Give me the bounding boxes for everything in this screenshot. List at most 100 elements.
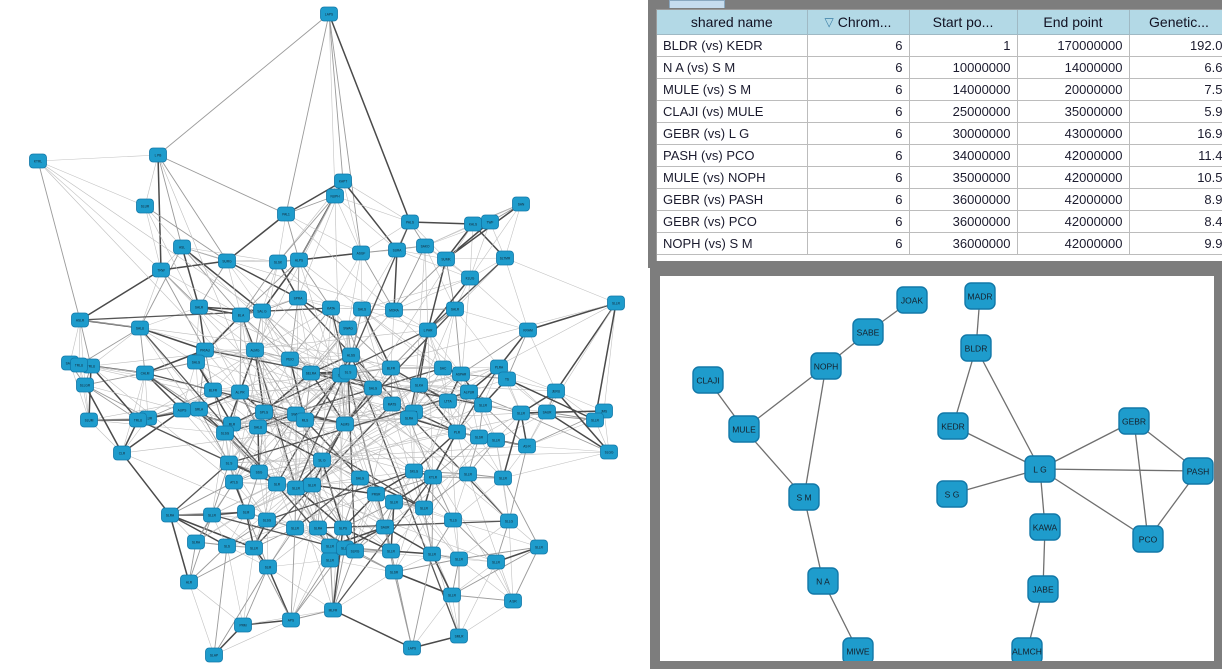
network-node-shape[interactable]: [326, 188, 344, 204]
network-node-shape[interactable]: [385, 494, 403, 510]
network-edge[interactable]: [445, 257, 506, 260]
network-edge[interactable]: [160, 269, 242, 316]
network-node[interactable]: SALG: [187, 354, 205, 370]
network-edge[interactable]: [263, 411, 425, 509]
network-node-shape[interactable]: [152, 262, 170, 278]
network-edge[interactable]: [254, 349, 344, 529]
network-edge[interactable]: [334, 195, 362, 254]
network-node-shape[interactable]: [382, 360, 400, 376]
network-edge[interactable]: [266, 519, 269, 568]
network-node[interactable]: KAWA: [1029, 513, 1061, 541]
network-node-shape[interactable]: [530, 539, 548, 555]
network-node[interactable]: SLM: [237, 504, 255, 520]
cell-end_point[interactable]: 170000000: [1017, 34, 1130, 57]
network-node[interactable]: PRM: [234, 617, 252, 633]
network-edge[interactable]: [1039, 420, 1135, 470]
network-node[interactable]: SAUR: [538, 404, 556, 420]
network-edge[interactable]: [344, 423, 361, 479]
network-edge[interactable]: [304, 400, 449, 421]
network-edge[interactable]: [211, 514, 331, 547]
table-row[interactable]: NOPH (vs) S M 6 36000000 42000000 9.9: [657, 232, 1222, 255]
network-node-shape[interactable]: [461, 270, 479, 286]
cell-genetic[interactable]: 9.9: [1129, 232, 1222, 255]
network-node-shape[interactable]: [1132, 525, 1164, 553]
cell-genetic[interactable]: 5.9: [1129, 100, 1222, 123]
network-edge[interactable]: [139, 327, 268, 521]
network-node[interactable]: SLRG: [346, 543, 364, 559]
network-node-shape[interactable]: [339, 364, 357, 380]
table-row[interactable]: N A (vs) S M 6 10000000 14000000 6.6: [657, 56, 1222, 79]
network-node-shape[interactable]: [1024, 455, 1056, 483]
cell-start_point[interactable]: 34000000: [909, 144, 1018, 167]
cell-end_point[interactable]: 42000000: [1017, 232, 1130, 255]
network-edge[interactable]: [408, 417, 415, 472]
cell-chromosome[interactable]: 6: [807, 144, 910, 167]
network-edge[interactable]: [261, 261, 279, 312]
network-node-shape[interactable]: [415, 500, 433, 516]
network-edge[interactable]: [204, 349, 444, 369]
network-node[interactable]: PLR: [448, 424, 466, 440]
network-edge[interactable]: [361, 308, 429, 331]
network-edge[interactable]: [233, 261, 279, 483]
network-edge[interactable]: [277, 195, 336, 263]
network-edge[interactable]: [328, 13, 344, 182]
network-node[interactable]: SLLGR: [76, 377, 94, 393]
network-edge[interactable]: [226, 260, 263, 312]
network-node-shape[interactable]: [289, 290, 307, 306]
network-node-shape[interactable]: [303, 477, 321, 493]
network-edge[interactable]: [226, 213, 287, 262]
network-edge[interactable]: [431, 476, 434, 555]
network-node[interactable]: SLLR: [385, 494, 403, 510]
network-node[interactable]: SLTMR: [496, 250, 514, 266]
network-node[interactable]: SLLR: [494, 470, 512, 486]
cell-end_point[interactable]: 42000000: [1017, 188, 1130, 211]
network-node[interactable]: SELRA: [302, 365, 320, 381]
network-edge[interactable]: [139, 269, 162, 329]
network-edge[interactable]: [803, 365, 827, 498]
cell-shared_name[interactable]: N A (vs) S M: [657, 56, 808, 79]
network-node-shape[interactable]: [287, 480, 305, 496]
network-edge[interactable]: [342, 180, 362, 254]
network-node-shape[interactable]: [253, 303, 271, 319]
cell-end_point[interactable]: 35000000: [1017, 100, 1130, 123]
network-node[interactable]: ALPS: [290, 252, 308, 268]
network-node[interactable]: SLLR: [415, 500, 433, 516]
cell-start_point[interactable]: 30000000: [909, 122, 1018, 145]
network-node[interactable]: CALM: [136, 365, 154, 381]
network-edge[interactable]: [458, 546, 540, 560]
network-node[interactable]: SLSG: [216, 425, 234, 441]
network-node-shape[interactable]: [424, 469, 442, 485]
network-node[interactable]: CLAJI: [692, 366, 724, 394]
network-edge[interactable]: [254, 349, 377, 495]
cell-shared_name[interactable]: GEBR (vs) L G: [657, 122, 808, 145]
network-node[interactable]: TWF: [481, 214, 499, 230]
network-node-shape[interactable]: [1118, 407, 1150, 435]
network-node-shape[interactable]: [281, 351, 299, 367]
network-node[interactable]: SLLR: [443, 587, 461, 603]
network-edge[interactable]: [213, 566, 269, 656]
network-node-shape[interactable]: [401, 214, 419, 230]
network-node[interactable]: LAPS: [403, 640, 421, 656]
network-node-shape[interactable]: [400, 410, 418, 426]
network-node-shape[interactable]: [807, 567, 839, 595]
network-edge[interactable]: [432, 436, 480, 478]
network-edge[interactable]: [181, 246, 200, 308]
table-row[interactable]: GEBR (vs) PASH 6 36000000 42000000 8.9: [657, 188, 1222, 211]
network-node-shape[interactable]: [423, 546, 441, 562]
network-edge[interactable]: [181, 246, 242, 316]
network-node-shape[interactable]: [161, 507, 179, 523]
network-node[interactable]: MIWE: [842, 637, 874, 661]
network-node-shape[interactable]: [498, 371, 516, 387]
network-node-shape[interactable]: [113, 445, 131, 461]
network-node-shape[interactable]: [320, 6, 338, 22]
network-edge[interactable]: [442, 366, 500, 369]
network-edge[interactable]: [258, 471, 268, 521]
network-edge[interactable]: [139, 327, 146, 374]
network-node-shape[interactable]: [290, 252, 308, 268]
network-node[interactable]: SLLR: [586, 412, 604, 428]
network-node-shape[interactable]: [494, 470, 512, 486]
network-edge[interactable]: [79, 319, 352, 356]
network-edge[interactable]: [266, 470, 415, 521]
network-node-shape[interactable]: [1182, 457, 1214, 485]
network-edge[interactable]: [204, 349, 349, 373]
